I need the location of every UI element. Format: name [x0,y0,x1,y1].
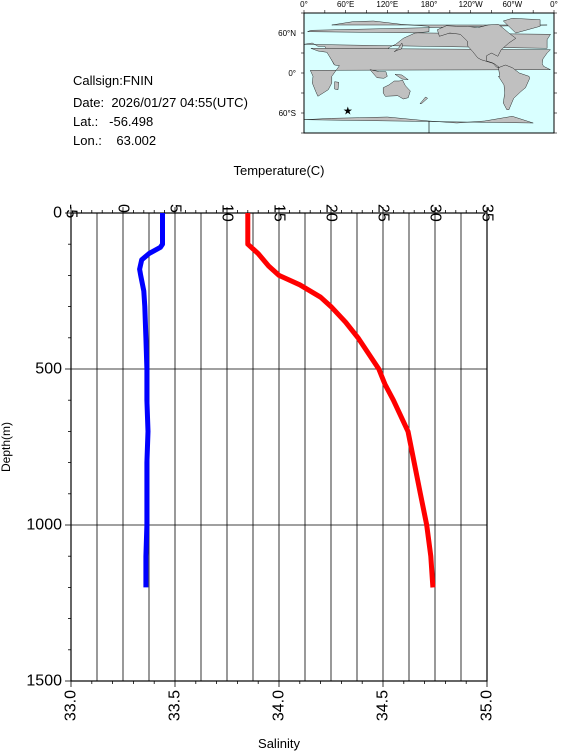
depth-tick-label: 1000 [26,517,62,534]
lat-label: Lat.: [73,114,99,129]
salinity-axis-label: Salinity [258,736,300,751]
map-landmass [369,69,388,79]
depth-tick-label: 1500 [26,673,62,690]
salinity-tick-label: 34.5 [375,690,392,721]
depth-tick-label: 0 [53,205,62,222]
series-line-salinity [245,213,436,588]
map-land [303,18,551,133]
depth-axis-label: Depth(m) [0,422,13,472]
map-landmass [394,74,409,80]
map-landmass [334,81,339,90]
temperature-tick-label: 35 [479,204,496,222]
map-lat-label: 60°N [278,29,296,38]
lat-line: Lat.: -56.498 [73,114,153,130]
temperature-tick-label: 0 [115,204,132,213]
salinity-tick-label: 33.0 [63,690,80,721]
salinity-tick-label: 33.5 [167,690,184,721]
map-lon-label: 60°E [337,0,354,9]
callsign-label: Callsign: [73,73,123,88]
callsign-line: Callsign:FNIN [73,73,153,89]
map-lon-label: 120°W [459,0,484,9]
temperature-tick-label: 5 [167,204,184,213]
map-lon-label: 0° [550,0,558,9]
world-map: 0° 60°E 120°E 180° 120°W 60°W 0° 60°N 0° 60°S ★ [278,0,558,134]
map-landmass [309,48,551,97]
chart-series [137,213,436,588]
map-landmass [502,18,541,34]
map-landmass [383,80,411,100]
salinity-tick-label: 35.0 [479,690,496,721]
lon-line: Lon.: 63.002 [73,133,156,149]
temperature-tick-label: 30 [427,204,444,222]
map-landmass [394,42,403,52]
map-lat-label: 60°S [279,109,296,118]
depth-tick-label: 500 [35,361,62,378]
map-landmass [437,24,517,68]
map-landmass [419,96,428,104]
map-landmass [303,116,534,133]
date-line: Date: 2026/01/27 04:55(UTC) [73,95,248,111]
temperature-axis-label: Temperature(C) [233,163,324,178]
map-lon-label: 0° [300,0,308,9]
map-lat-label: 0° [288,69,296,78]
series-line-temperature [137,213,165,588]
temperature-tick-label: 20 [323,204,340,222]
lat-value: -56.498 [109,114,154,129]
callsign-value: FNIN [122,73,154,88]
map-lon-label: 60°W [503,0,523,9]
temperature-tick-label: 15 [271,204,288,222]
date-label: Date: [73,95,105,110]
temperature-tick-label: -5 [63,204,80,218]
lon-value: 63.002 [116,133,157,148]
station-marker-icon: ★ [343,106,353,118]
map-landmass [498,64,530,110]
temperature-tick-label: 10 [219,204,236,222]
date-value: 2026/01/27 04:55(UTC) [111,95,248,110]
map-lon-label: 120°E [376,0,398,9]
salinity-tick-label: 34.0 [271,690,288,721]
chart-grid [71,213,487,681]
map-lon-label: 180° [421,0,438,9]
lon-label: Lon.: [73,133,102,148]
temperature-tick-label: 25 [375,204,392,222]
map-ticks: 0° 60°E 120°E 180° 120°W 60°W 0° 60°N 0° 60°S [278,0,558,134]
